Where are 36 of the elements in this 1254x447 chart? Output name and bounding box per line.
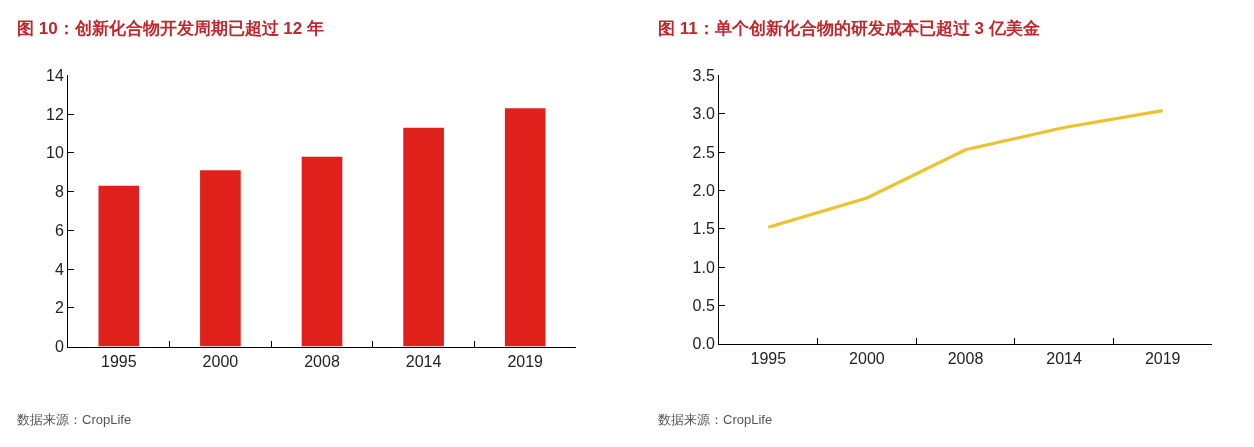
bar xyxy=(403,127,444,347)
x-tick-label: 1995 xyxy=(750,349,787,367)
y-tick-label: 4 xyxy=(54,260,64,278)
x-tick-label: 2014 xyxy=(405,352,442,370)
y-tick-label: 2.5 xyxy=(692,143,715,161)
y-tick-label: 14 xyxy=(46,66,64,84)
x-tick-label: 2019 xyxy=(1144,349,1181,367)
x-tick-label: 2014 xyxy=(1046,349,1082,367)
x-tick-label: 2000 xyxy=(849,349,885,367)
y-tick-label: 0.5 xyxy=(692,296,715,314)
bar xyxy=(301,156,343,347)
x-tick-label: 1995 xyxy=(101,352,137,370)
y-tick-label: 3.5 xyxy=(692,66,715,84)
y-tick-label: 1.0 xyxy=(692,258,715,276)
y-tick-label: 0 xyxy=(54,338,64,356)
y-tick-label: 2 xyxy=(54,299,64,317)
chart-title: 图 10：创新化合物开发周期已超过 12 年 xyxy=(17,19,324,38)
y-tick-label: 6 xyxy=(54,221,64,239)
y-tick-label: 0.0 xyxy=(692,335,715,353)
x-tick-label: 2008 xyxy=(304,352,340,370)
source-note: 数据来源：CropLife xyxy=(658,412,773,427)
x-tick-label: 2000 xyxy=(202,352,239,370)
y-tick-label: 3.0 xyxy=(692,105,715,123)
bar xyxy=(98,185,140,347)
bar xyxy=(504,108,546,347)
y-tick-label: 1.5 xyxy=(692,220,715,238)
y-tick-label: 2.0 xyxy=(692,181,715,199)
y-tick-label: 8 xyxy=(54,183,64,201)
y-tick-label: 10 xyxy=(46,144,64,162)
source-note: 数据来源：CropLife xyxy=(17,412,132,427)
bar xyxy=(200,170,241,347)
line-series xyxy=(766,109,1165,229)
chart-title: 图 11：单个创新化合物的研发成本已超过 3 亿美金 xyxy=(658,19,1040,38)
x-tick-label: 2019 xyxy=(507,352,544,370)
y-tick-label: 12 xyxy=(46,105,64,123)
x-tick-label: 2008 xyxy=(947,349,984,367)
